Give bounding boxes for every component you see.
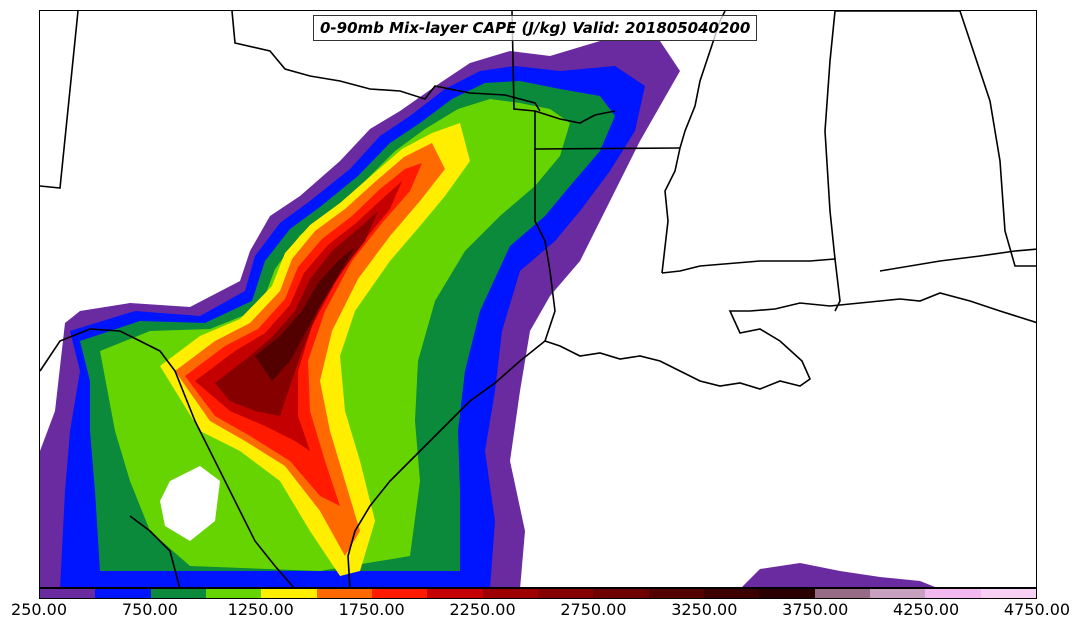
boundary-ms-al xyxy=(661,258,841,312)
map-title: 0-90mb Mix-layer CAPE (J/kg) Valid: 2018… xyxy=(313,15,758,41)
map-panel xyxy=(39,10,1037,588)
colorbar-segment xyxy=(427,589,483,598)
colorbar-tick-label: 250.00 xyxy=(11,600,67,619)
cape-gap xyxy=(160,466,220,541)
colorbar-tick-label: 3750.00 xyxy=(782,600,849,619)
colorbar-tick-label: 1250.00 xyxy=(227,600,294,619)
boundary-ms-west xyxy=(661,147,681,274)
colorbar-labels: 250.00 750.00 1250.00 1750.00 2250.00 2750.00… xyxy=(0,600,1081,626)
colorbar-tick-label: 2250.00 xyxy=(449,600,516,619)
colorbar-segment xyxy=(925,589,981,598)
boundary-west xyxy=(40,11,79,189)
boundary-mexico-south xyxy=(129,515,181,587)
colorbar-tick-label: 4250.00 xyxy=(893,600,960,619)
boundary-fl xyxy=(879,248,1036,272)
cape-contour-4500 xyxy=(255,247,355,381)
colorbar-segment xyxy=(648,589,704,598)
cape-shading xyxy=(40,41,935,587)
colorbar-segment xyxy=(869,589,926,598)
colorbar-segment xyxy=(482,589,538,598)
boundary-mexico xyxy=(40,328,295,587)
colorbar-segment xyxy=(814,589,870,598)
colorbar-tick-label: 4750.00 xyxy=(1003,600,1071,619)
cape-map xyxy=(40,11,1036,587)
boundary-northwest xyxy=(231,11,541,112)
colorbar-segment xyxy=(759,589,815,598)
boundary-tx-coast xyxy=(347,340,546,587)
colorbar-segment xyxy=(316,589,372,598)
cape-blob-gulf xyxy=(742,563,935,587)
boundary-ga xyxy=(835,11,1036,267)
boundary-arkansas xyxy=(511,11,616,124)
colorbar-segment xyxy=(703,589,760,598)
colorbar-segment xyxy=(95,589,151,598)
colorbar-segment xyxy=(980,589,1036,598)
boundaries xyxy=(40,11,1036,587)
colorbar-segment xyxy=(261,589,317,598)
colorbar-segment xyxy=(150,589,206,598)
colorbar xyxy=(39,588,1037,599)
colorbar-tick-label: 1750.00 xyxy=(338,600,405,619)
colorbar-tick-label: 750.00 xyxy=(121,600,178,619)
colorbar-segment xyxy=(593,589,649,598)
colorbar-segment xyxy=(205,589,262,598)
colorbar-segment xyxy=(40,589,96,598)
boundary-la-coast xyxy=(544,292,1036,390)
boundary-texas-la xyxy=(534,149,556,342)
colorbar-segment xyxy=(537,589,594,598)
colorbar-tick-label: 3250.00 xyxy=(671,600,738,619)
boundary-al-ga xyxy=(824,11,836,260)
colorbar-segment xyxy=(371,589,428,598)
colorbar-tick-label: 2750.00 xyxy=(560,600,627,619)
